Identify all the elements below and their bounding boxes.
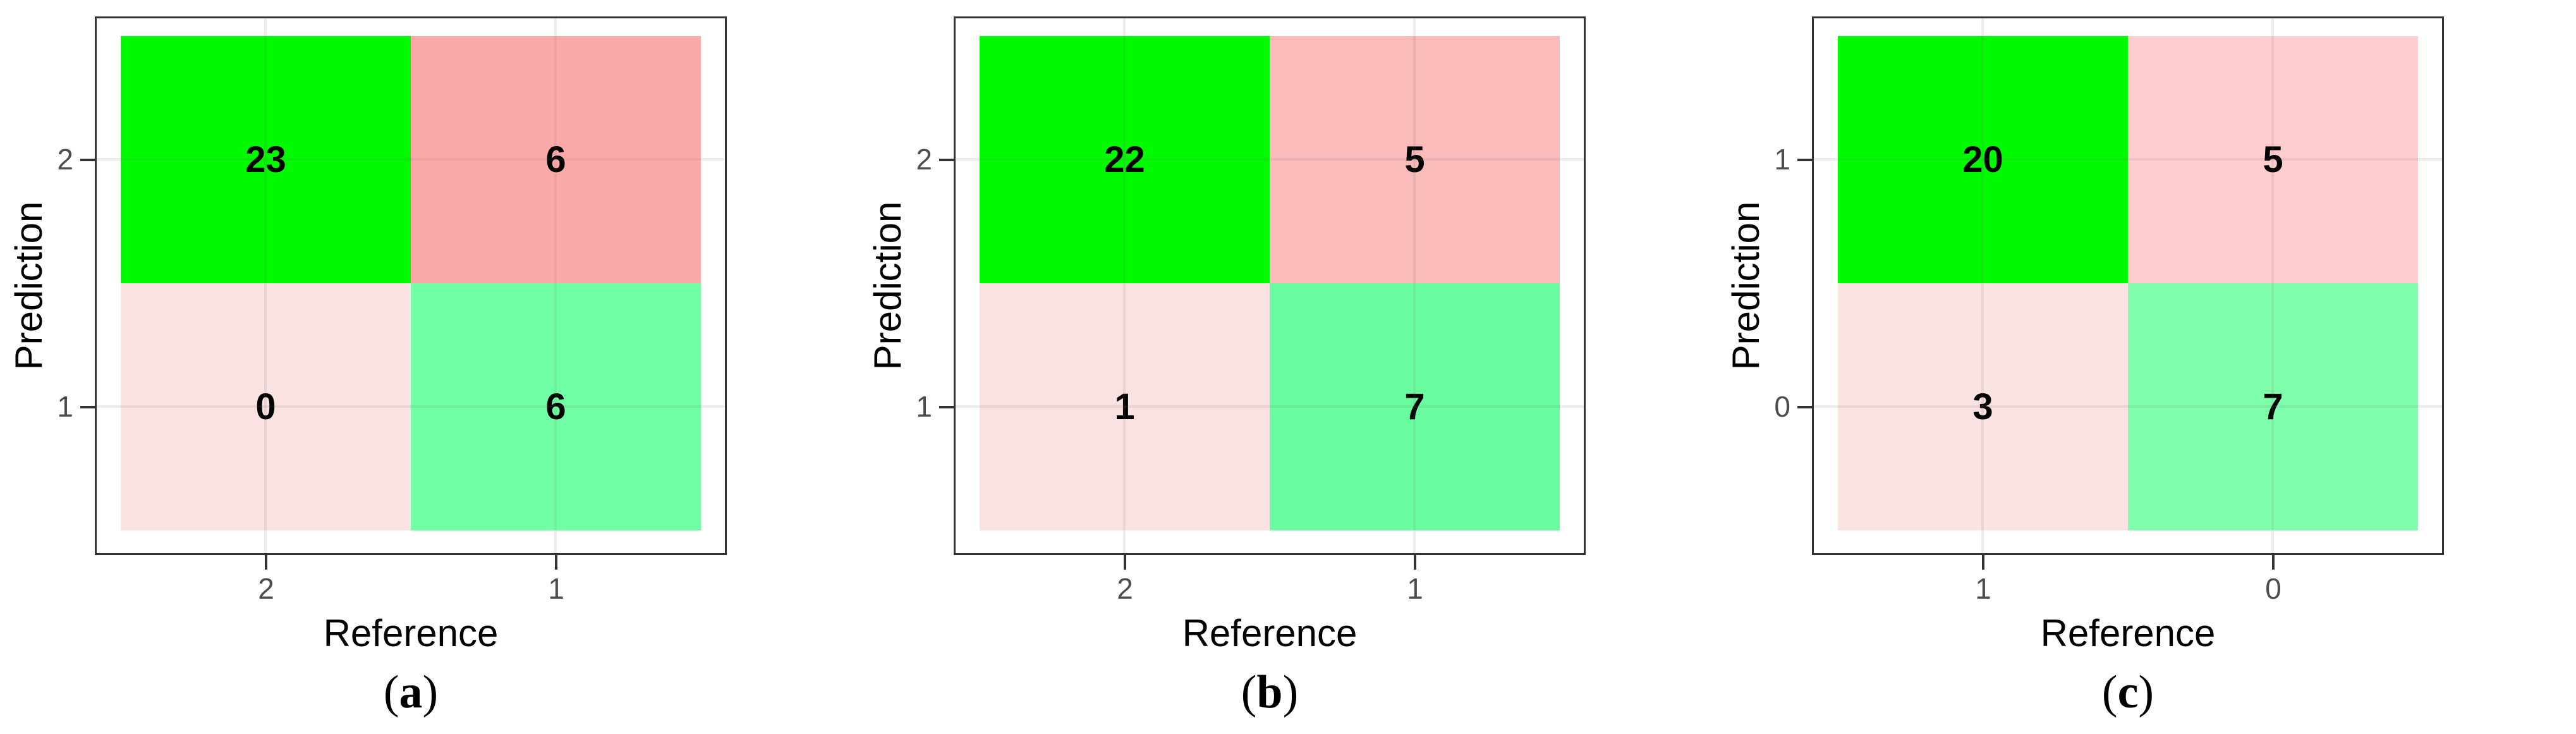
matrix-cell-top-left: 20	[1838, 36, 2128, 283]
caption-letter: a	[399, 666, 423, 718]
x-tick-mark	[1124, 555, 1126, 570]
matrix-cell-top-right: 5	[2128, 36, 2418, 283]
y-tick-mark	[80, 406, 95, 408]
x-tick-label: 1	[1975, 572, 1991, 605]
y-tick-mark	[939, 406, 954, 408]
x-axis-title: Reference	[1182, 612, 1358, 654]
caption-paren: (	[383, 666, 399, 718]
y-tick-label: 0	[1774, 390, 1790, 424]
gridline-horizontal	[97, 405, 725, 408]
gridline-vertical	[1981, 18, 1984, 553]
confusion-matrix-panel-a: Prediction 2 1 23 6 0 6 2 1 Reference (a…	[0, 0, 859, 734]
cell-value: 22	[1104, 138, 1145, 180]
plot-area: 20 5 3 7	[1812, 16, 2444, 555]
y-tick-label: 2	[916, 143, 932, 176]
matrix-cell-bottom-right: 7	[1270, 283, 1560, 530]
x-tick-mark	[265, 555, 267, 570]
confusion-matrix-panel-c: Prediction 1 0 20 5 3 7 1 0 Reference (c…	[1717, 0, 2576, 734]
y-tick-label: 1	[1774, 143, 1790, 176]
heatmap-tiles: 20 5 3 7	[1838, 36, 2418, 530]
x-axis-title: Reference	[2040, 612, 2216, 654]
caption-paren: (	[1241, 666, 1257, 718]
matrix-cell-top-right: 6	[411, 36, 701, 283]
gridline-horizontal	[97, 158, 725, 161]
panel-caption: (a)	[253, 669, 569, 716]
caption-paren: )	[2138, 666, 2154, 718]
gridline-horizontal	[956, 158, 1584, 161]
y-tick-mark	[80, 159, 95, 161]
y-tick-mark	[939, 159, 954, 161]
cell-value: 20	[1962, 138, 2003, 180]
cell-value: 5	[1404, 138, 1425, 180]
matrix-cell-bottom-left: 0	[121, 283, 411, 530]
cell-value: 7	[2263, 386, 2283, 427]
x-tick-mark	[555, 555, 557, 570]
gridline-horizontal	[956, 405, 1584, 408]
y-tick-label: 1	[916, 390, 932, 424]
panel-caption: (b)	[1112, 669, 1428, 716]
x-tick-mark	[1982, 555, 1984, 570]
y-tick-label: 1	[57, 390, 73, 424]
panel-caption: (c)	[1970, 669, 2286, 716]
heatmap-tiles: 22 5 1 7	[980, 36, 1560, 530]
plot-area: 23 6 0 6	[95, 16, 727, 555]
y-tick-mark	[1797, 406, 1812, 408]
cell-value: 0	[255, 386, 276, 427]
matrix-cell-bottom-left: 1	[980, 283, 1270, 530]
matrix-cell-top-left: 23	[121, 36, 411, 283]
y-tick-mark	[1797, 159, 1812, 161]
cell-value: 6	[545, 386, 566, 427]
gridline-vertical	[264, 18, 267, 553]
gridline-vertical	[1123, 18, 1126, 553]
cell-value: 23	[245, 138, 286, 180]
matrix-cell-bottom-right: 6	[411, 283, 701, 530]
cell-value: 7	[1404, 386, 1425, 427]
gridline-vertical	[1413, 18, 1416, 553]
x-tick-mark	[2272, 555, 2275, 570]
y-axis-title: Prediction	[866, 201, 909, 370]
caption-paren: )	[1282, 666, 1299, 718]
x-tick-label: 0	[2265, 572, 2281, 605]
y-axis-title: Prediction	[8, 201, 50, 370]
caption-paren: )	[422, 666, 439, 718]
x-tick-mark	[1414, 555, 1416, 570]
gridline-vertical	[554, 18, 557, 553]
plot-area: 22 5 1 7	[954, 16, 1586, 555]
confusion-matrix-panel-b: Prediction 2 1 22 5 1 7 2 1 Reference (b…	[859, 0, 1718, 734]
caption-letter: c	[2117, 666, 2139, 718]
y-tick-label: 2	[57, 143, 73, 176]
x-axis-title: Reference	[323, 612, 499, 654]
y-axis-title: Prediction	[1725, 201, 1767, 370]
matrix-cell-top-right: 5	[1270, 36, 1560, 283]
x-tick-label: 1	[1407, 572, 1423, 605]
gridline-vertical	[2271, 18, 2274, 553]
gridline-horizontal	[1814, 158, 2442, 161]
cell-value: 6	[545, 138, 566, 180]
caption-letter: b	[1256, 666, 1283, 718]
heatmap-tiles: 23 6 0 6	[121, 36, 701, 530]
matrix-cell-bottom-left: 3	[1838, 283, 2128, 530]
matrix-cell-bottom-right: 7	[2128, 283, 2418, 530]
x-tick-label: 1	[548, 572, 564, 605]
x-tick-label: 2	[1117, 572, 1133, 605]
gridline-horizontal	[1814, 405, 2442, 408]
caption-paren: (	[2101, 666, 2118, 718]
x-tick-label: 2	[258, 572, 274, 605]
cell-value: 5	[2263, 138, 2283, 180]
cell-value: 3	[1972, 386, 1993, 427]
cell-value: 1	[1114, 386, 1135, 427]
matrix-cell-top-left: 22	[980, 36, 1270, 283]
